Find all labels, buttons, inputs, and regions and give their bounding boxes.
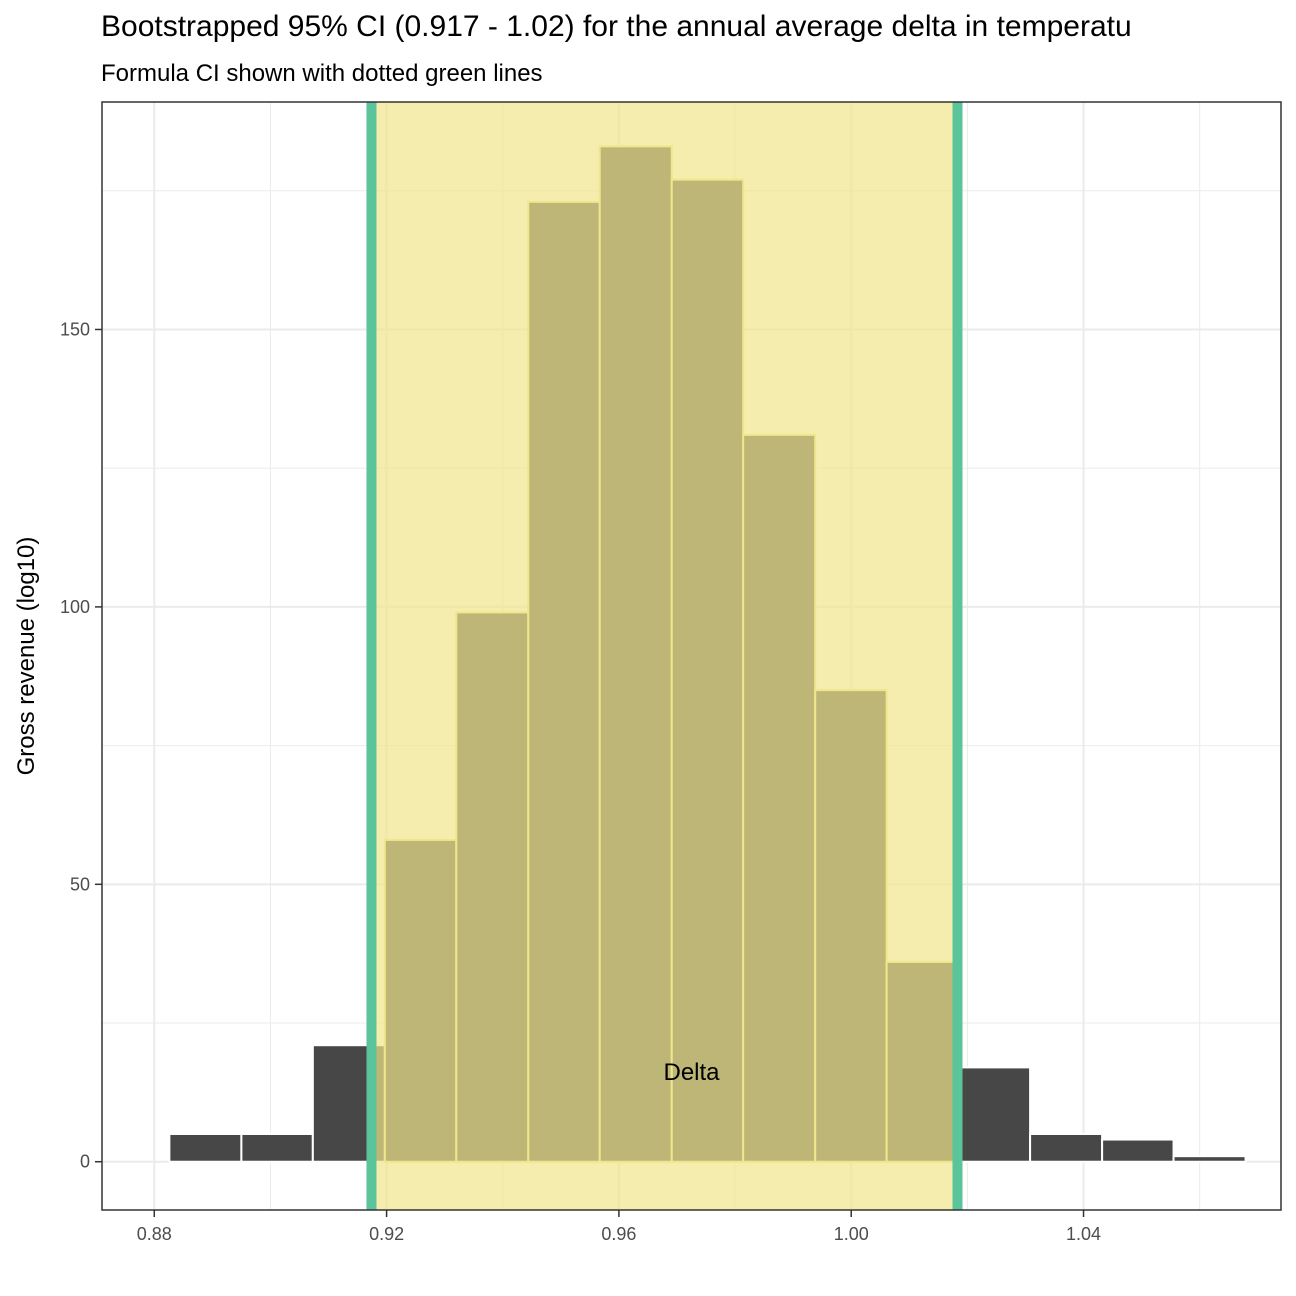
ci-shaded-band: [371, 102, 958, 1210]
x-tick-label: 1.00: [834, 1224, 869, 1244]
x-axis-title: Delta: [663, 1059, 720, 1086]
y-axis-title: Gross revenue (log10): [13, 537, 40, 776]
x-tick-label: 0.88: [137, 1224, 172, 1244]
histogram-bar: [240, 1132, 314, 1163]
x-tick-label: 0.96: [601, 1224, 636, 1244]
histogram-bar: [168, 1132, 243, 1163]
y-tick-label: 150: [60, 319, 90, 339]
y-tick-label: 50: [70, 874, 90, 894]
histogram-bar: [957, 1066, 1032, 1163]
histogram-bar: [1172, 1155, 1247, 1163]
chart-subtitle: Formula CI shown with dotted green lines: [101, 60, 543, 87]
chart-title: Bootstrapped 95% CI (0.917 - 1.02) for t…: [101, 10, 1132, 43]
x-axis: 0.88 0.92 0.96 1.00 1.04: [137, 1210, 1101, 1244]
x-tick-label: 0.92: [369, 1224, 404, 1244]
x-tick-label: 1.04: [1066, 1224, 1101, 1244]
histogram-bar: [1101, 1138, 1175, 1163]
y-axis: 0 50 100 150: [60, 319, 102, 1172]
histogram-bar: [1029, 1132, 1104, 1163]
y-tick-label: 100: [60, 597, 90, 617]
ci-lines: [366, 102, 963, 1210]
y-tick-label: 0: [80, 1152, 90, 1172]
panel-border: [101, 101, 1282, 1211]
